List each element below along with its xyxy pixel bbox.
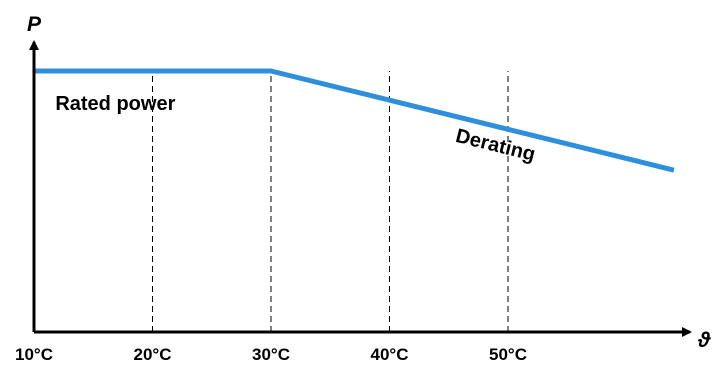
x-tick-label: 30°C — [252, 345, 290, 364]
series-layer — [34, 68, 675, 173]
x-tick-label: 40°C — [371, 345, 409, 364]
x-tick-labels: 10°C 20°C 30°C 40°C 50°C — [15, 345, 527, 364]
x-axis-title: ϑ — [697, 329, 711, 352]
x-tick-label: 10°C — [15, 345, 53, 364]
gridlines — [152, 71, 509, 332]
rated-power-label: Rated power — [55, 93, 175, 115]
x-tick-label: 50°C — [489, 345, 527, 364]
series-line — [34, 68, 675, 173]
y-axis-title: P — [27, 13, 42, 36]
x-tick-label: 20°C — [134, 345, 172, 364]
